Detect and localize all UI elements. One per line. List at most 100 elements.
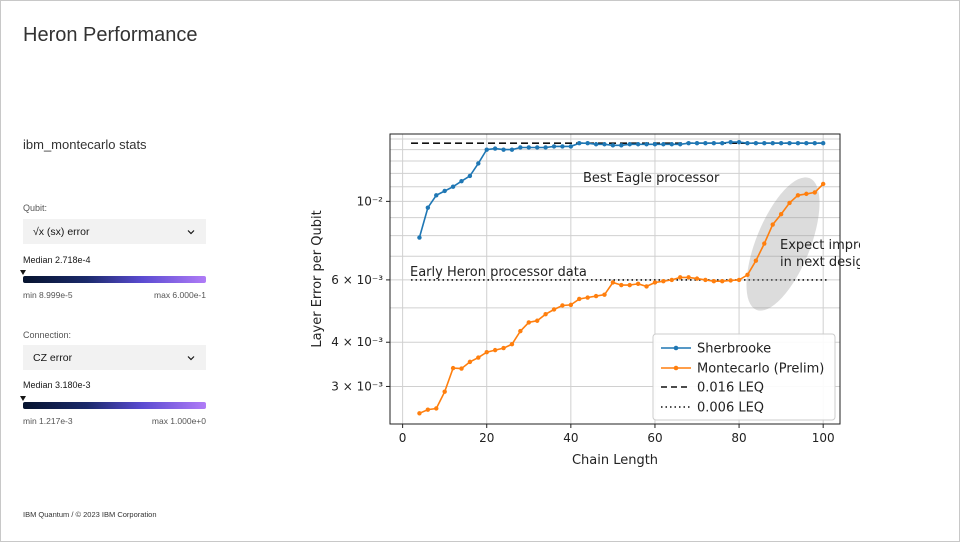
series-point <box>442 188 447 194</box>
series-point <box>762 241 767 246</box>
series-point <box>820 181 826 187</box>
page-title: Heron Performance <box>23 24 198 46</box>
series-point <box>711 278 717 284</box>
series-point <box>787 140 792 146</box>
series-point <box>501 345 506 351</box>
chart-legend: Sherbrooke Montecarlo (Prelim) 0.016 LEQ… <box>652 333 836 421</box>
qubit-metric-select[interactable]: √x (sx) error <box>23 219 206 244</box>
annotation-expect-line1: Expect improvement <box>780 238 860 253</box>
series-point <box>644 284 649 289</box>
legend-marker-montecarlo <box>673 365 679 371</box>
qubit-range: min 8.999e-5 max 6.000e-1 <box>23 290 206 300</box>
x-axis-label: Chain Length <box>572 453 658 468</box>
series-point <box>644 142 649 147</box>
series-point <box>434 193 439 198</box>
legend-marker-sherbrooke <box>673 345 679 351</box>
series-point <box>610 143 616 148</box>
connection-metric-select[interactable]: CZ error <box>23 345 206 370</box>
legend-label-montecarlo: Montecarlo (Prelim) <box>697 362 824 377</box>
layer-error-chart: 0 20 40 60 80 100 10⁻² 6 × 10⁻³ 4 × 10⁻³ 3 × 10⁻… <box>310 133 860 468</box>
series-point <box>745 140 750 146</box>
x-tick-label: 100 <box>812 431 835 445</box>
series-point <box>534 318 540 323</box>
chevron-down-icon <box>187 355 195 360</box>
legend-label-sherbrooke: Sherbrooke <box>697 342 771 357</box>
series-point <box>770 222 775 227</box>
series-point <box>425 205 431 210</box>
series-point <box>543 312 548 317</box>
y-ticks: 10⁻² 6 × 10⁻³ 4 × 10⁻³ 3 × 10⁻³ <box>331 194 390 393</box>
series-point <box>753 258 759 263</box>
series-point <box>686 140 691 146</box>
y-axis-label: Layer Error per Qubit <box>310 210 325 347</box>
series-point <box>543 145 548 150</box>
connection-range: min 1.217e-3 max 1.000e+0 <box>23 416 206 426</box>
series-point <box>509 147 515 152</box>
series-point <box>602 292 607 297</box>
stats-title: ibm_montecarlo stats <box>23 137 147 152</box>
connection-max: max 1.000e+0 <box>151 416 206 426</box>
series-point <box>694 276 700 281</box>
series-point <box>627 282 632 288</box>
y-tick-label: 6 × 10⁻³ <box>331 273 383 287</box>
series-point <box>467 173 473 179</box>
connection-label: Connection: <box>23 330 72 340</box>
annotation-best-eagle: Best Eagle processor <box>583 171 720 186</box>
series-point <box>736 277 742 283</box>
series-point <box>551 144 557 149</box>
series-point <box>619 282 624 288</box>
y-tick-label: 10⁻² <box>357 194 384 208</box>
series-point <box>703 140 708 146</box>
series-point <box>627 142 632 147</box>
connection-metric-value: CZ error <box>33 351 73 364</box>
series-point <box>728 139 733 145</box>
series-point <box>509 341 515 347</box>
series-point <box>459 179 464 184</box>
qubit-min: min 8.999e-5 <box>23 290 73 300</box>
qubit-max: max 6.000e-1 <box>154 290 206 300</box>
series-point <box>795 193 801 198</box>
series-point <box>762 140 767 146</box>
series-point <box>778 140 784 146</box>
qubit-label: Qubit: <box>23 203 48 213</box>
annotation-early-heron: Early Heron processor data <box>410 265 587 280</box>
series-point <box>442 389 447 394</box>
series-point <box>787 200 792 206</box>
chevron-down-icon <box>187 229 195 234</box>
series-point <box>652 142 658 147</box>
series-point <box>492 347 498 353</box>
series-point <box>795 140 801 146</box>
legend-label-006-leq: 0.006 LEQ <box>697 401 764 416</box>
connection-median-marker <box>20 396 27 401</box>
series-point <box>560 303 565 308</box>
series-point <box>778 211 784 217</box>
series-point <box>820 140 826 146</box>
series-point <box>610 280 616 285</box>
x-tick-label: 40 <box>563 431 578 445</box>
series-point <box>677 275 683 280</box>
series-point <box>770 140 775 146</box>
series-point <box>476 161 481 166</box>
series-point <box>577 296 582 302</box>
series-point <box>484 147 489 152</box>
series-point <box>804 191 809 197</box>
series-point <box>635 281 641 286</box>
series-point <box>593 142 599 147</box>
series-point <box>720 278 725 284</box>
series-point <box>635 142 641 147</box>
series-point <box>686 275 691 280</box>
series-point <box>518 145 523 150</box>
y-tick-label: 3 × 10⁻³ <box>331 379 383 393</box>
series-point <box>593 293 599 299</box>
series-point <box>728 278 733 283</box>
series-point <box>745 272 750 278</box>
series-point <box>434 406 439 411</box>
series-point <box>812 140 817 146</box>
series-point <box>652 280 658 285</box>
legend-box <box>652 333 836 421</box>
x-tick-label: 60 <box>647 431 662 445</box>
series-point <box>450 184 456 189</box>
series-point <box>417 411 422 416</box>
annotation-expect-line2: in next design rev <box>780 255 860 270</box>
connection-median: Median 3.180e-3 <box>23 380 91 390</box>
